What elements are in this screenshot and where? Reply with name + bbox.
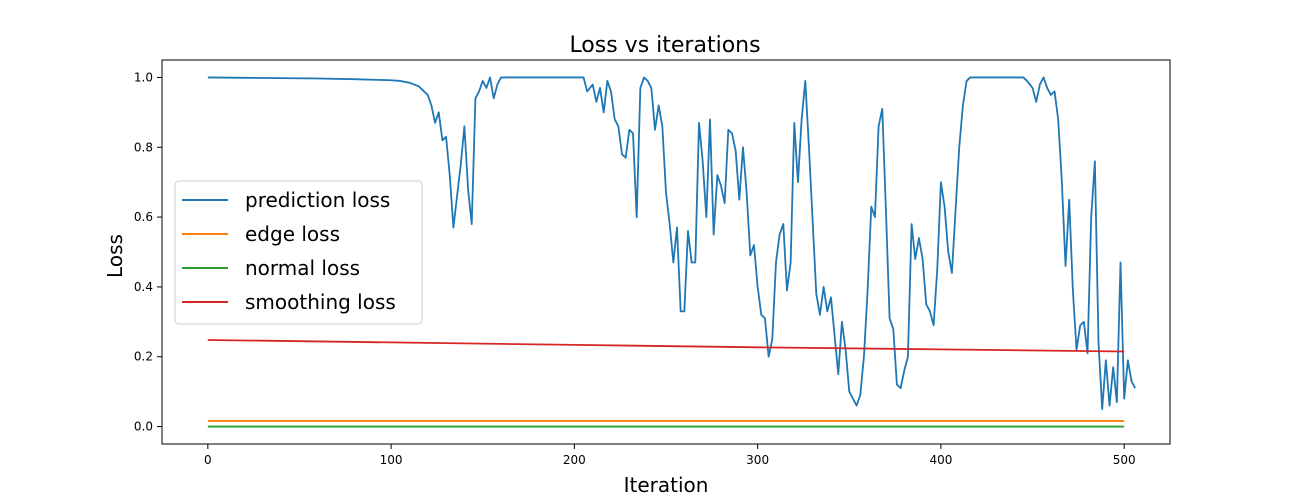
legend-label-smoothing-loss: smoothing loss	[245, 290, 396, 314]
series-line-smoothing-loss	[207, 339, 1125, 353]
x-tick-label: 200	[563, 453, 586, 467]
x-tick-label: 300	[746, 453, 769, 467]
y-axis: 0.0 0.2 0.4 0.6 0.8 1.0	[134, 70, 162, 434]
legend-label-edge-loss: edge loss	[245, 222, 340, 246]
x-tick-label: 0	[204, 453, 212, 467]
x-tick-label: 400	[929, 453, 952, 467]
y-tick-label: 0.6	[134, 210, 153, 224]
x-axis: 0 100 200 300 400 500	[204, 444, 1136, 467]
y-tick-label: 0.0	[134, 420, 153, 434]
x-tick-label: 500	[1113, 453, 1136, 467]
y-tick-label: 1.0	[134, 70, 153, 84]
legend-box	[174, 180, 423, 325]
y-tick-label: 0.2	[134, 350, 153, 364]
series-line-prediction-loss	[207, 76, 1136, 410]
legend: prediction loss edge loss normal loss smoot…	[174, 180, 423, 325]
series-layer	[207, 76, 1136, 428]
chart-title: Loss vs iterations	[569, 33, 760, 58]
x-axis-title: Iteration	[624, 473, 709, 497]
legend-label-prediction-loss: prediction loss	[245, 188, 390, 212]
y-tick-label: 0.4	[134, 280, 153, 294]
legend-label-normal-loss: normal loss	[245, 256, 360, 280]
plot-frame	[161, 59, 1171, 445]
y-axis-title: Loss	[103, 234, 127, 278]
x-tick-label: 100	[380, 453, 403, 467]
y-tick-label: 0.8	[134, 140, 153, 154]
